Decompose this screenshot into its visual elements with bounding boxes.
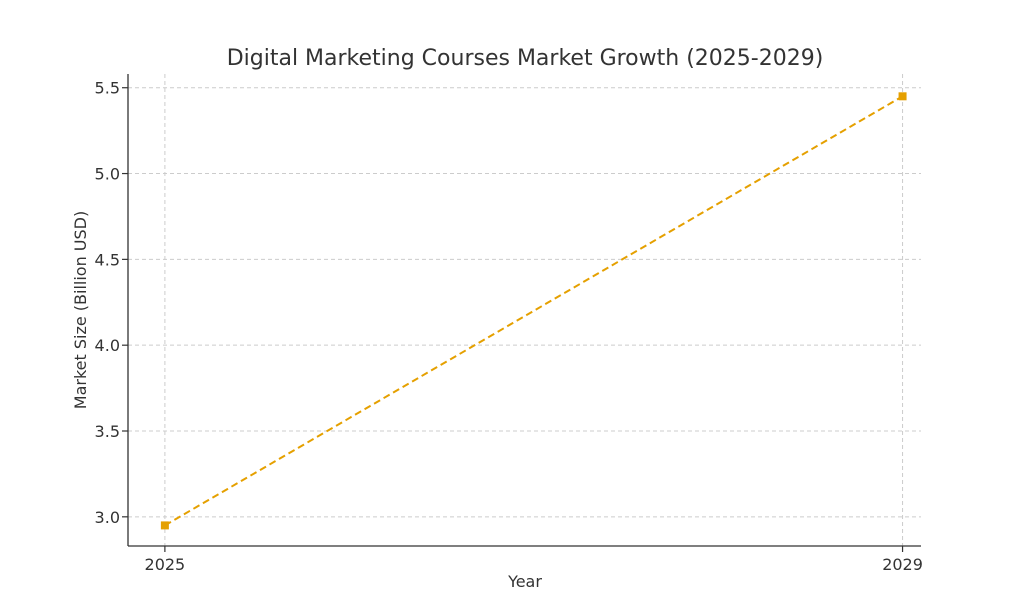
x-axis-label: Year (507, 572, 542, 591)
series-line (164, 95, 904, 527)
y-tick-label: 5.5 (95, 79, 120, 98)
y-tick-label: 4.0 (95, 336, 120, 355)
ticks: 3.0 3.5 4.0 4.5 5.0 5.5 2025 2029 (95, 79, 923, 574)
y-tick-label: 3.5 (95, 422, 120, 441)
x-tick-label: 2029 (882, 555, 923, 574)
y-tick-label: 4.5 (95, 250, 120, 269)
data-point-marker (898, 92, 907, 101)
data-point-marker (160, 521, 169, 530)
series (160, 92, 907, 530)
chart-title: Digital Marketing Courses Market Growth … (227, 46, 824, 71)
y-axis-label: Market Size (Billion USD) (71, 211, 90, 409)
x-tick-label: 2025 (145, 555, 186, 574)
grid (128, 74, 921, 546)
y-tick-label: 3.0 (95, 508, 120, 527)
y-tick-label: 5.0 (95, 165, 120, 184)
axes (127, 74, 921, 547)
